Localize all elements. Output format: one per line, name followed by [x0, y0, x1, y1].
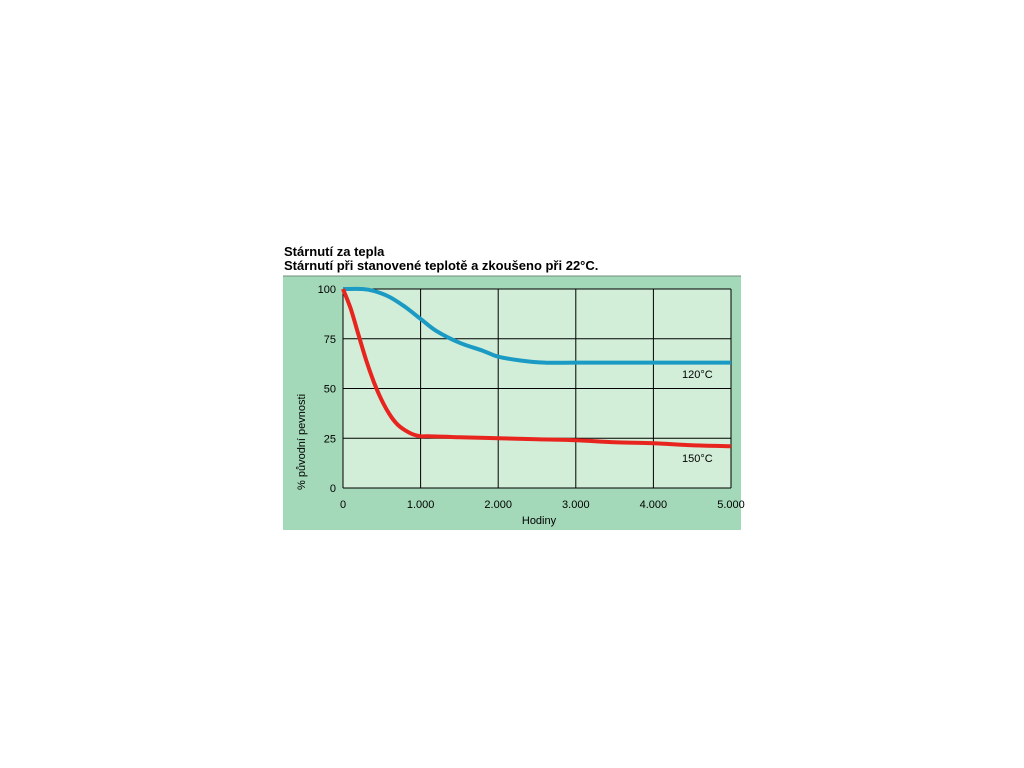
y-tick-label: 75: [324, 334, 336, 346]
x-tick-label: 2.000: [484, 499, 512, 511]
y-tick-labels: 0 25 50 75 100: [318, 284, 336, 495]
y-axis-title: % původní pevnosti: [296, 394, 308, 490]
chart-subtitle: Stárnutí při stanovené teplotě a zkoušen…: [284, 258, 598, 273]
y-tick-label: 50: [324, 384, 336, 396]
x-tick-label: 3.000: [562, 499, 590, 511]
x-axis-title: Hodiny: [522, 515, 557, 527]
y-tick-label: 25: [324, 433, 336, 445]
x-tick-labels: 0 1.000 2.000 3.000 4.000 5.000: [340, 499, 745, 511]
x-tick-label: 5.000: [717, 499, 745, 511]
y-tick-label: 0: [330, 483, 336, 495]
series-line-150c: [341, 288, 732, 449]
series-label-120: 120°C: [682, 369, 713, 381]
grid-lines: [342, 288, 732, 489]
x-tick-label: 4.000: [640, 499, 668, 511]
x-tick-label: 1.000: [407, 499, 435, 511]
series-lines: [341, 286, 732, 449]
y-tick-label: 100: [318, 284, 336, 296]
series-label-150: 150°C: [682, 453, 713, 465]
x-tick-label: 0: [340, 499, 346, 511]
chart-title: Stárnutí za tepla: [284, 244, 385, 259]
series-line-120c: [342, 286, 731, 365]
